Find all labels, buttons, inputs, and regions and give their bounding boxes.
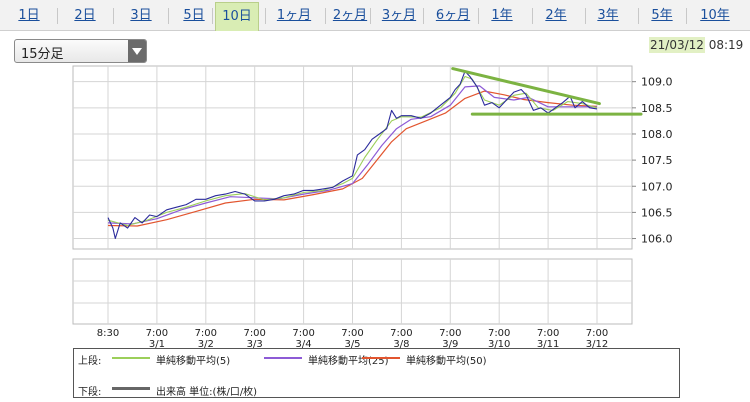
tab-separator	[57, 8, 58, 24]
last-updated-date: 21/03/12	[649, 37, 705, 53]
tab-4[interactable]: 5日	[183, 8, 205, 23]
x-tick-label: 7:00	[243, 328, 265, 339]
x-tick-label: 7:00	[292, 328, 314, 339]
series-ma25	[107, 85, 597, 225]
tab-separator	[212, 8, 213, 24]
y-tick-label: 108.0	[641, 128, 673, 141]
tab-separator	[423, 8, 424, 24]
x-tick-date-label: 3/1	[149, 339, 165, 350]
tab-11[interactable]: 2年	[545, 8, 567, 23]
tab-separator	[265, 8, 266, 24]
legend-ma25-swatch	[264, 357, 302, 359]
x-tick-date-label: 3/9	[442, 339, 458, 350]
tab-separator	[113, 8, 114, 24]
tab-separator	[686, 8, 687, 24]
tab-separator	[638, 8, 639, 24]
x-tick-date-label: 3/12	[586, 339, 608, 350]
last-updated: 21/03/12 08:19	[649, 37, 744, 53]
x-tick-label: 7:00	[146, 328, 168, 339]
x-tick-date-label: 3/4	[296, 339, 312, 350]
tab-10[interactable]: 1年	[491, 8, 513, 23]
interval-select[interactable]: 15分足	[14, 39, 147, 63]
tab-7[interactable]: 2ヶ月	[332, 8, 368, 23]
tab-3[interactable]: 3日	[130, 8, 152, 23]
legend-lower-label: 下段:	[78, 387, 102, 398]
legend-ma50-swatch	[362, 357, 400, 359]
x-tick-date-label: 3/3	[247, 339, 263, 350]
legend-ma25-label: 単純移動平均(25)	[308, 356, 389, 367]
tab-separator	[168, 8, 169, 24]
x-tick-label: 7:00	[586, 328, 608, 339]
x-tick-label: 7:00	[537, 328, 559, 339]
series-ma50	[107, 90, 598, 227]
trendline-1	[451, 67, 601, 106]
legend-ma5-swatch	[112, 357, 150, 359]
price-chart: 109.0 108.5 108.0 107.5 107.0 106.5 106.0 8:30 7…	[72, 65, 673, 350]
x-tick-label: 7:00	[341, 328, 363, 339]
x-tick-date-label: 3/10	[488, 339, 510, 350]
legend-ma50-label: 単純移動平均(50)	[406, 356, 487, 367]
y-tick-label: 106.5	[641, 206, 673, 219]
tab-8[interactable]: 3ヶ月	[381, 8, 417, 23]
x-tick-label: 7:00	[439, 328, 461, 339]
tab-2[interactable]: 2日	[74, 8, 96, 23]
y-tick-label: 108.5	[641, 102, 673, 115]
tab-9[interactable]: 6ヶ月	[435, 8, 471, 23]
tab-separator	[325, 8, 326, 24]
interval-select-value: 15分足	[21, 47, 64, 62]
tab-14[interactable]: 10年	[700, 8, 730, 23]
legend-volume-label: 出来高 単位:(株/口/枚)	[156, 387, 258, 398]
tab-separator	[585, 8, 586, 24]
tab-1[interactable]: 1日	[18, 8, 40, 23]
tab-6[interactable]: 1ヶ月	[276, 8, 312, 23]
legend-upper-label: 上段:	[78, 356, 102, 367]
y-tick-label: 106.0	[641, 233, 673, 246]
x-tick-date-label: 3/5	[344, 339, 360, 350]
last-updated-time: 08:19	[708, 38, 744, 52]
tab-5[interactable]: 10日	[215, 2, 259, 31]
x-tick-label: 7:00	[488, 328, 510, 339]
x-tick-label: 7:00	[195, 328, 217, 339]
chevron-down-icon[interactable]	[128, 40, 146, 62]
tab-13[interactable]: 5年	[651, 8, 673, 23]
y-tick-label: 107.5	[641, 154, 673, 167]
series-price	[107, 70, 598, 240]
x-tick-date-label: 3/11	[537, 339, 559, 350]
period-tab-bar: 1日 2日 3日 5日 10日 1ヶ月 2ヶ月 3ヶ月 6ヶ月 1年 2年 3年 5年 10年	[0, 0, 750, 31]
x-tick-label: 7:00	[390, 328, 412, 339]
x-tick-date-label: 3/2	[198, 339, 214, 350]
tab-separator	[532, 8, 533, 24]
chart-legend: 上段: 単純移動平均(5) 単純移動平均(25) 単純移動平均(50) 下段: …	[73, 348, 680, 398]
tab-separator	[370, 8, 371, 24]
tab-12[interactable]: 3年	[597, 8, 619, 23]
tab-separator	[478, 8, 479, 24]
legend-ma5-label: 単純移動平均(5)	[156, 356, 231, 367]
legend-volume-swatch	[112, 387, 150, 390]
x-tick-date-label: 3/8	[393, 339, 409, 350]
x-tick-label: 8:30	[97, 328, 119, 339]
y-tick-label: 107.0	[641, 180, 673, 193]
y-tick-label: 109.0	[641, 76, 673, 89]
